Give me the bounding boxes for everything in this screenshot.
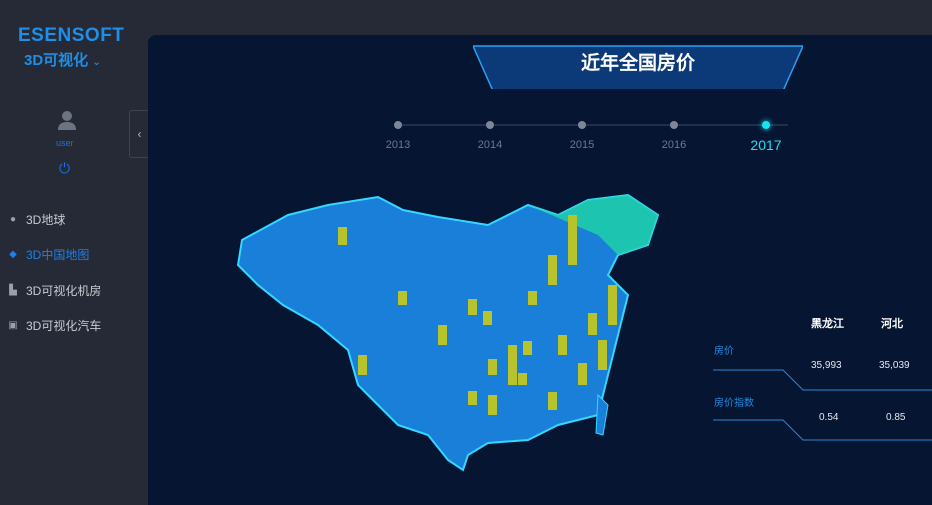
power-icon[interactable]: ⏻ — [59, 160, 71, 176]
province-bar[interactable] — [558, 335, 567, 355]
product-switcher[interactable]: 3D可视化 ⌄ — [24, 52, 101, 70]
province-bar[interactable] — [608, 285, 617, 325]
province-bar[interactable] — [438, 325, 447, 345]
timeline-year[interactable]: 2015 — [569, 139, 595, 151]
province-bar[interactable] — [598, 340, 607, 370]
timeline-year[interactable]: 2014 — [477, 139, 503, 151]
nav-item-globe[interactable]: ● 3D地球 — [0, 209, 128, 231]
page-title: 近年全国房价 — [580, 53, 695, 74]
row-label: 房价指数 — [714, 398, 754, 409]
province-bar[interactable] — [483, 311, 492, 325]
nav-label: 3D地球 — [26, 213, 66, 227]
timeline-year[interactable]: 2017 — [750, 137, 782, 153]
chevron-left-icon: ‹ — [137, 127, 142, 141]
province-bar[interactable] — [548, 392, 557, 410]
province-bar[interactable] — [578, 363, 587, 385]
nav-item-car[interactable]: ▣ 3D可视化汽车 — [0, 315, 128, 337]
province-bar[interactable] — [528, 291, 537, 305]
timeline-dot[interactable] — [486, 121, 494, 129]
row-label: 房价 — [714, 346, 734, 357]
cell: 35,993 — [811, 360, 842, 371]
sidebar: ESENSOFT 3D可视化 ⌄ user ⏻ ● 3D地球 ◆ 3D中国地图 ▙ 3… — [0, 0, 140, 498]
province-bar[interactable] — [523, 341, 532, 355]
car-icon: ▣ — [8, 320, 18, 331]
province-bar[interactable] — [508, 345, 517, 385]
avatar-icon — [58, 111, 76, 130]
province-bar[interactable] — [518, 373, 527, 385]
building-icon: ▙ — [9, 285, 17, 296]
china-map[interactable] — [228, 175, 688, 475]
timeline-dot[interactable] — [670, 121, 678, 129]
timeline — [148, 115, 932, 135]
username: user — [56, 138, 74, 148]
province-bar[interactable] — [398, 291, 407, 305]
cell: 35,039 — [879, 360, 910, 371]
chevron-down-icon: ⌄ — [92, 57, 101, 68]
title-banner: 近年全国房价 — [471, 41, 805, 93]
globe-icon: ● — [9, 214, 17, 225]
map-panel: 近年全国房价 2013 2014 2015 2016 2017 黑龙江 河北 房价 35… — [148, 35, 932, 505]
nav-item-server-room[interactable]: ▙ 3D可视化机房 — [0, 280, 128, 302]
timeline-dot[interactable] — [762, 121, 770, 129]
province-bar[interactable] — [548, 255, 557, 285]
table-lines — [713, 369, 932, 441]
column-header: 河北 — [881, 318, 903, 330]
nav-label: 3D可视化汽车 — [26, 319, 102, 333]
province-bar[interactable] — [468, 299, 477, 315]
column-header: 黑龙江 — [811, 318, 844, 330]
nav-label: 3D中国地图 — [26, 248, 90, 262]
province-bar[interactable] — [338, 227, 347, 245]
province-bar[interactable] — [588, 313, 597, 335]
nav-item-china-map[interactable]: ◆ 3D中国地图 — [0, 244, 128, 266]
timeline-dot[interactable] — [578, 121, 586, 129]
province-bar[interactable] — [358, 355, 367, 375]
province-bar[interactable] — [468, 391, 477, 405]
collapse-sidebar-button[interactable]: ‹ — [129, 110, 149, 158]
product-name: 3D可视化 — [24, 52, 89, 69]
brand-logo: ESENSOFT — [18, 25, 125, 46]
cell: 0.85 — [886, 412, 906, 423]
province-bar[interactable] — [488, 395, 497, 415]
timeline-dot[interactable] — [394, 121, 402, 129]
province-bar[interactable] — [488, 359, 497, 375]
timeline-year[interactable]: 2016 — [661, 139, 687, 151]
china-map-icon: ◆ — [9, 249, 17, 260]
timeline-year[interactable]: 2013 — [385, 139, 411, 151]
price-bars — [338, 215, 617, 415]
nav-label: 3D可视化机房 — [26, 284, 102, 298]
cell: 0.54 — [819, 412, 839, 423]
province-bar[interactable] — [568, 215, 577, 265]
